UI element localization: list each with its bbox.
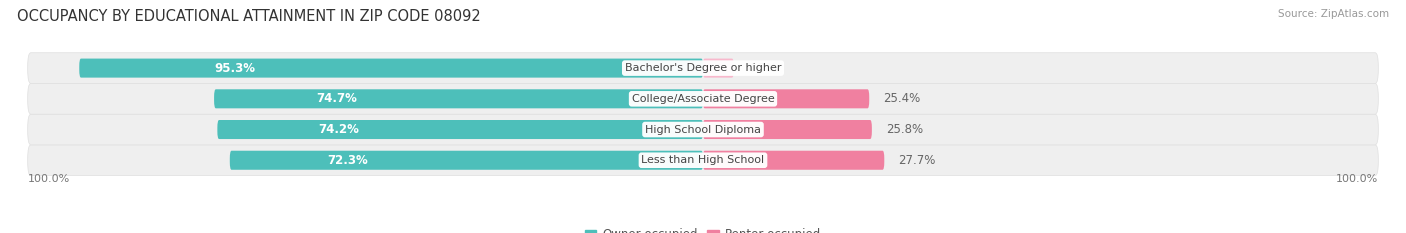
FancyBboxPatch shape <box>28 83 1378 114</box>
Text: 74.2%: 74.2% <box>318 123 359 136</box>
Legend: Owner-occupied, Renter-occupied: Owner-occupied, Renter-occupied <box>579 224 827 233</box>
FancyBboxPatch shape <box>703 120 872 139</box>
Text: 25.8%: 25.8% <box>886 123 922 136</box>
Text: 100.0%: 100.0% <box>28 174 70 184</box>
Text: 100.0%: 100.0% <box>1336 174 1378 184</box>
Text: 95.3%: 95.3% <box>215 62 256 75</box>
FancyBboxPatch shape <box>214 89 703 108</box>
FancyBboxPatch shape <box>28 53 1378 83</box>
FancyBboxPatch shape <box>703 58 734 78</box>
FancyBboxPatch shape <box>28 145 1378 176</box>
Text: 4.7%: 4.7% <box>748 62 778 75</box>
Text: 74.7%: 74.7% <box>316 92 357 105</box>
Text: OCCUPANCY BY EDUCATIONAL ATTAINMENT IN ZIP CODE 08092: OCCUPANCY BY EDUCATIONAL ATTAINMENT IN Z… <box>17 9 481 24</box>
FancyBboxPatch shape <box>218 120 703 139</box>
Text: 72.3%: 72.3% <box>328 154 368 167</box>
FancyBboxPatch shape <box>79 58 703 78</box>
Text: College/Associate Degree: College/Associate Degree <box>631 94 775 104</box>
FancyBboxPatch shape <box>703 89 869 108</box>
FancyBboxPatch shape <box>28 114 1378 145</box>
Text: Source: ZipAtlas.com: Source: ZipAtlas.com <box>1278 9 1389 19</box>
FancyBboxPatch shape <box>229 151 703 170</box>
Text: Less than High School: Less than High School <box>641 155 765 165</box>
Text: High School Diploma: High School Diploma <box>645 124 761 134</box>
Text: 25.4%: 25.4% <box>883 92 921 105</box>
FancyBboxPatch shape <box>703 151 884 170</box>
Text: 27.7%: 27.7% <box>898 154 935 167</box>
Text: Bachelor's Degree or higher: Bachelor's Degree or higher <box>624 63 782 73</box>
